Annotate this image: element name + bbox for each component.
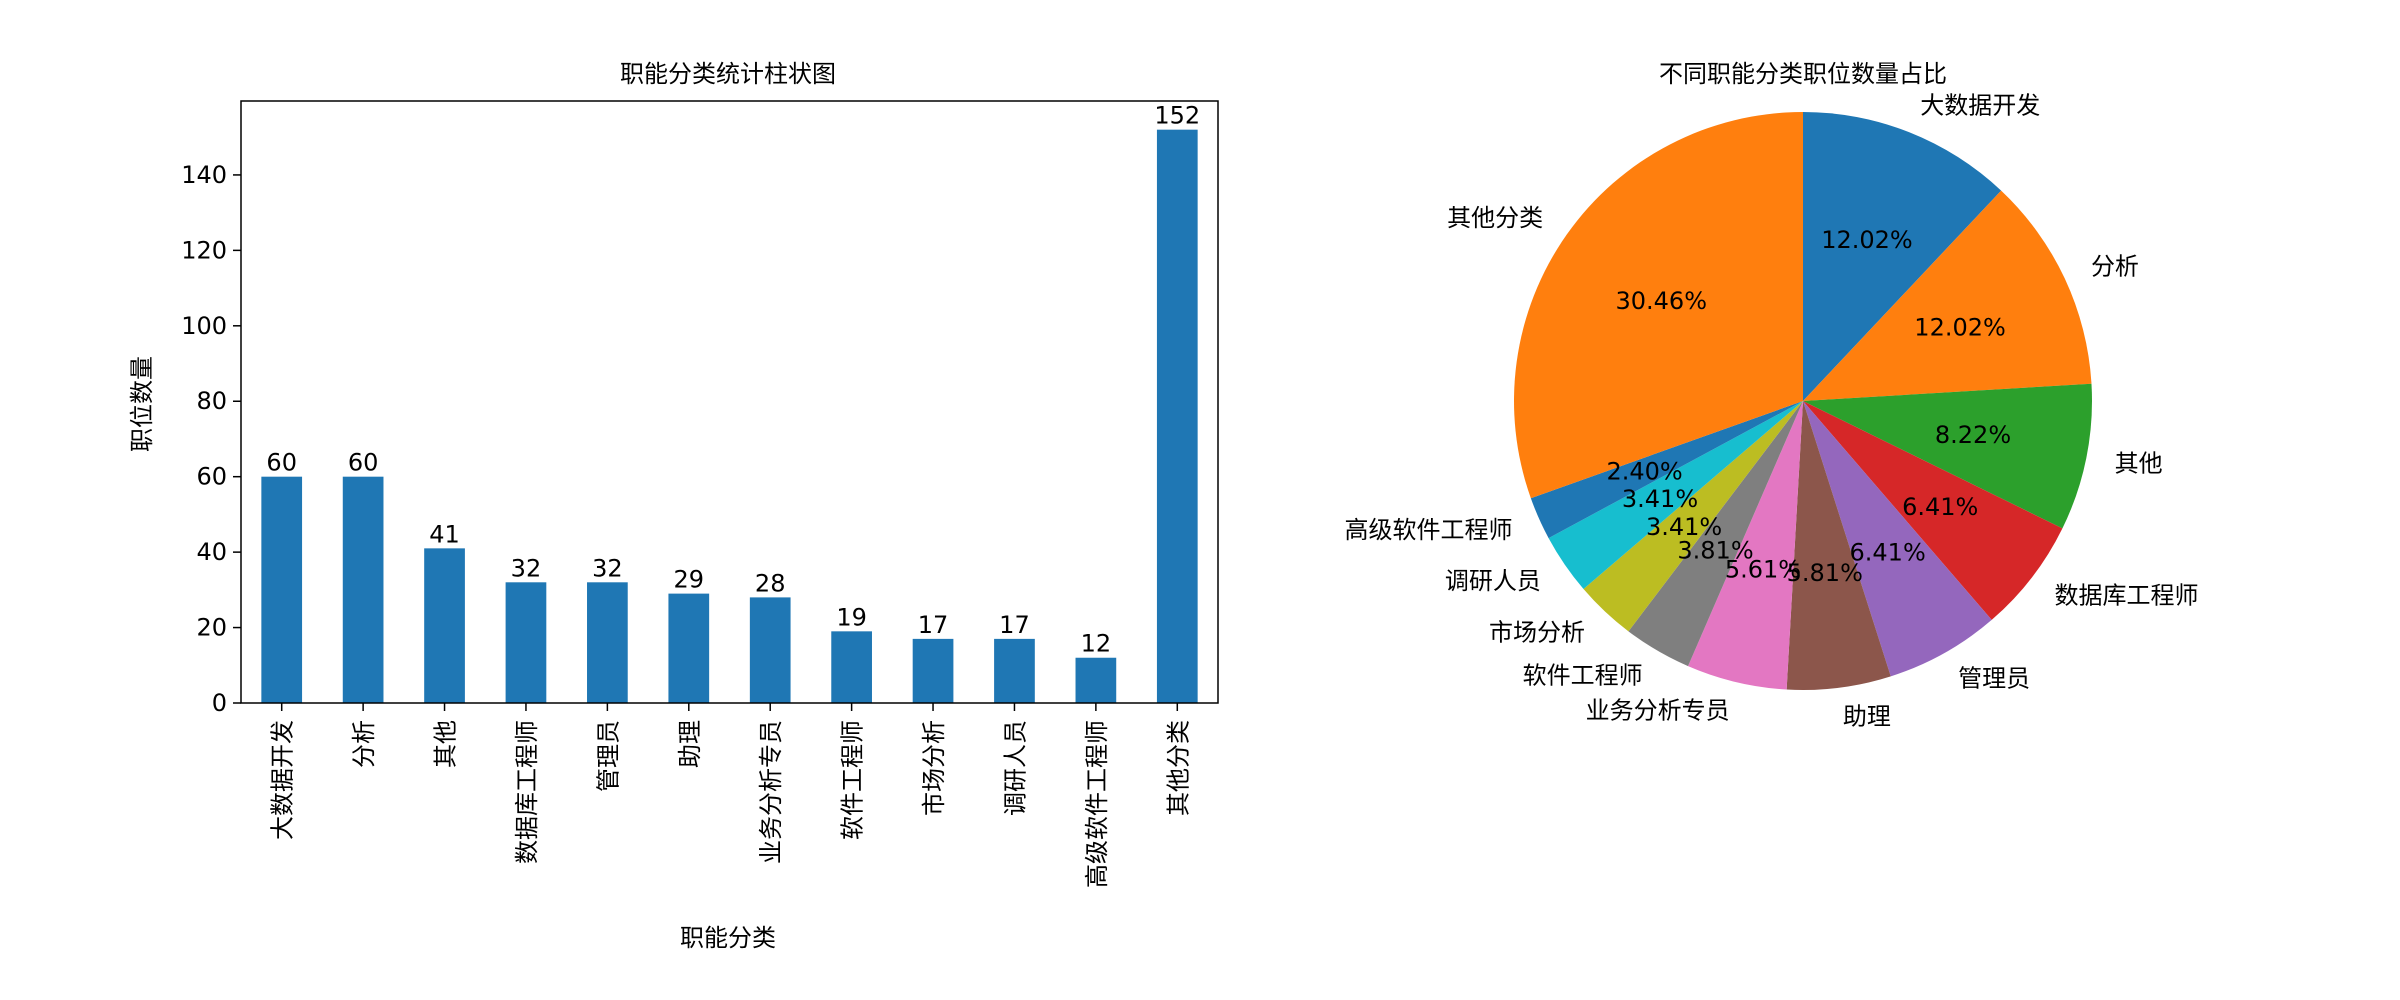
x-tick-label: 调研人员 bbox=[1001, 720, 1029, 816]
bar bbox=[749, 597, 791, 703]
bar-data-label: 29 bbox=[674, 566, 705, 594]
bar-chart: 职能分类统计柱状图 职位数量 职能分类 60 60 41 32 32 29 28 19 17 17… bbox=[128, 60, 1219, 952]
bar-chart-bars: 60 60 41 32 32 29 28 19 17 17 12 152 bbox=[261, 102, 1200, 703]
pie-category-label: 调研人员 bbox=[1445, 567, 1541, 595]
bar-data-label: 19 bbox=[836, 603, 867, 631]
x-tick-label: 其他 bbox=[432, 720, 460, 768]
pie-percent-label: 5.81% bbox=[1787, 559, 1863, 587]
pie-percent-label: 8.22% bbox=[1935, 421, 2011, 449]
y-tick-label: 60 bbox=[196, 463, 227, 491]
bar-chart-y-axis-label: 职位数量 bbox=[128, 356, 156, 452]
pie-category-label: 其他分类 bbox=[1447, 204, 1543, 232]
pie-slice bbox=[1786, 401, 1891, 691]
pie-percent-label: 3.81% bbox=[1677, 537, 1753, 565]
pie-chart: 不同职能分类职位数量占比 12.02% 大数据开发 12.02% 分析 8.22% 其他 6… bbox=[1345, 60, 2199, 730]
pie-category-label: 管理员 bbox=[1958, 664, 2030, 692]
pie-percent-label: 12.02% bbox=[1914, 314, 2006, 342]
pie-slice bbox=[1803, 401, 1992, 677]
x-tick-label: 软件工程师 bbox=[839, 720, 867, 840]
pie-chart-labels: 12.02% 大数据开发 12.02% 分析 8.22% 其他 6.41% 数据库工程师 6.4… bbox=[1345, 92, 2199, 731]
bar bbox=[1075, 657, 1117, 703]
bar bbox=[831, 631, 872, 703]
pie-chart-title: 不同职能分类职位数量占比 bbox=[1659, 60, 1947, 88]
pie-slice bbox=[1514, 112, 1803, 499]
pie-slice bbox=[1548, 401, 1803, 589]
pie-category-label: 数据库工程师 bbox=[2055, 581, 2199, 609]
pie-slice bbox=[1803, 112, 2002, 401]
pie-slice bbox=[1530, 401, 1803, 539]
bar-data-label: 32 bbox=[592, 554, 623, 582]
pie-category-label: 软件工程师 bbox=[1523, 661, 1643, 689]
pie-slice bbox=[1583, 401, 1803, 632]
bar-chart-axes: 大数据开发 分析 其他 数据库工程师 管理员 助理 业务分析专员 软件工程师 市场分析 调研人员 高… bbox=[181, 100, 1219, 888]
x-tick-label: 高级软件工程师 bbox=[1083, 720, 1111, 888]
pie-slice bbox=[1688, 401, 1803, 690]
pie-percent-label: 3.41% bbox=[1646, 513, 1722, 541]
bar-data-label: 17 bbox=[918, 611, 949, 639]
pie-percent-label: 2.40% bbox=[1606, 457, 1682, 485]
pie-category-label: 大数据开发 bbox=[1920, 92, 2040, 120]
x-tick-label: 市场分析 bbox=[920, 720, 948, 816]
bar bbox=[424, 548, 465, 703]
pie-category-label: 其他 bbox=[2115, 450, 2163, 478]
pie-percent-label: 6.41% bbox=[1850, 538, 1926, 566]
bar-data-label: 60 bbox=[348, 449, 379, 477]
pie-category-label: 市场分析 bbox=[1489, 618, 1585, 646]
pie-percent-label: 12.02% bbox=[1821, 226, 1913, 254]
bar-data-label: 17 bbox=[999, 611, 1030, 639]
x-tick-label: 分析 bbox=[350, 720, 378, 768]
bar-data-label: 32 bbox=[511, 554, 542, 582]
y-tick-label: 20 bbox=[196, 614, 227, 642]
bar-data-label: 28 bbox=[755, 569, 786, 597]
bar bbox=[261, 476, 303, 703]
x-tick-label: 其他分类 bbox=[1164, 720, 1192, 816]
pie-category-label: 助理 bbox=[1843, 702, 1891, 730]
bar bbox=[668, 593, 710, 703]
pie-percent-label: 5.61% bbox=[1725, 556, 1801, 584]
bar-data-label: 60 bbox=[266, 449, 297, 477]
pie-category-label: 业务分析专员 bbox=[1586, 696, 1730, 724]
pie-slice bbox=[1803, 190, 2092, 401]
pie-percent-label: 6.41% bbox=[1902, 493, 1978, 521]
bar-data-label: 41 bbox=[429, 520, 460, 548]
x-tick-label: 管理员 bbox=[594, 720, 622, 792]
bar bbox=[505, 582, 547, 703]
pie-category-label: 高级软件工程师 bbox=[1345, 516, 1513, 544]
bar bbox=[912, 638, 954, 703]
pie-percent-label: 30.46% bbox=[1615, 287, 1707, 315]
x-tick-label: 助理 bbox=[676, 720, 704, 768]
x-tick-label: 大数据开发 bbox=[269, 720, 297, 840]
y-tick-label: 40 bbox=[196, 538, 227, 566]
bar bbox=[587, 582, 628, 703]
y-tick-label: 80 bbox=[196, 387, 227, 415]
x-tick-label: 业务分析专员 bbox=[757, 720, 785, 864]
x-tick-label: 数据库工程师 bbox=[513, 720, 541, 864]
bar bbox=[1156, 129, 1198, 703]
pie-percent-label: 3.41% bbox=[1622, 485, 1698, 513]
y-tick-label: 100 bbox=[181, 312, 227, 340]
plot-frame bbox=[240, 100, 1219, 704]
bar-data-label: 12 bbox=[1081, 630, 1112, 658]
bar-chart-title: 职能分类统计柱状图 bbox=[620, 60, 836, 88]
pie-slice bbox=[1803, 383, 2092, 529]
pie-chart-slices bbox=[1514, 112, 2092, 691]
y-tick-label: 120 bbox=[181, 236, 227, 264]
pie-slice bbox=[1628, 401, 1803, 667]
pie-slice bbox=[1803, 401, 2063, 620]
pie-category-label: 分析 bbox=[2091, 252, 2139, 280]
bar-chart-x-axis-label: 职能分类 bbox=[680, 924, 776, 952]
bar bbox=[342, 476, 384, 703]
bar-data-label: 152 bbox=[1154, 102, 1200, 130]
bar bbox=[994, 638, 1035, 703]
y-tick-label: 140 bbox=[181, 161, 227, 189]
y-tick-label: 0 bbox=[212, 689, 227, 717]
